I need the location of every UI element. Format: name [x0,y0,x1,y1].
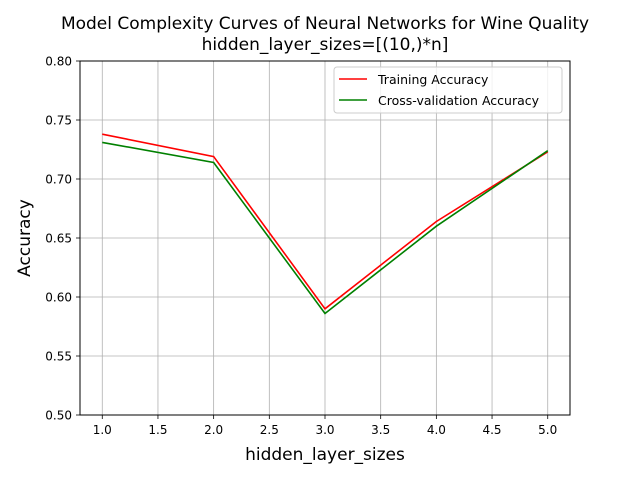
y-tick-label: 0.80 [45,55,72,69]
x-tick-label: 4.0 [427,423,446,437]
x-tick-label: 3.0 [315,423,334,437]
x-tick-label: 2.5 [260,423,279,437]
legend-label-cross-validation: Cross-validation Accuracy [378,93,540,108]
y-tick-label: 0.65 [45,232,72,246]
y-axis-label: Accuracy [15,199,35,277]
x-tick-label: 4.5 [482,423,501,437]
x-tick-label: 5.0 [538,423,557,437]
grid-lines [80,60,570,416]
x-tick-label: 3.5 [371,423,390,437]
legend-box [333,66,563,114]
y-tick-label: 0.55 [45,350,72,364]
legend: Training Accuracy Cross-validation Accur… [333,66,563,114]
y-tick-label: 0.50 [45,409,72,423]
cross-validation-accuracy-line [102,141,549,315]
y-tick-label: 0.60 [45,291,72,305]
series-lines [102,133,549,315]
y-tick-label: 0.70 [45,173,72,187]
legend-label-training: Training Accuracy [377,72,489,87]
chart-title-line2: hidden_layer_sizes=[(10,)*n] [202,35,449,55]
x-tick-label: 1.0 [93,423,112,437]
chart-title-line1: Model Complexity Curves of Neural Networ… [61,14,589,34]
training-accuracy-line [102,133,549,310]
y-tick-label: 0.75 [45,114,72,128]
x-axis-label: hidden_layer_sizes [245,445,405,465]
x-tick-label: 2.0 [204,423,223,437]
axis-ticks: 1.0 1.5 2.0 2.5 3.0 3.5 4.0 4.5 5.0 0.50 0.55 0.60 0… [45,55,557,438]
x-tick-label: 1.5 [148,423,167,437]
